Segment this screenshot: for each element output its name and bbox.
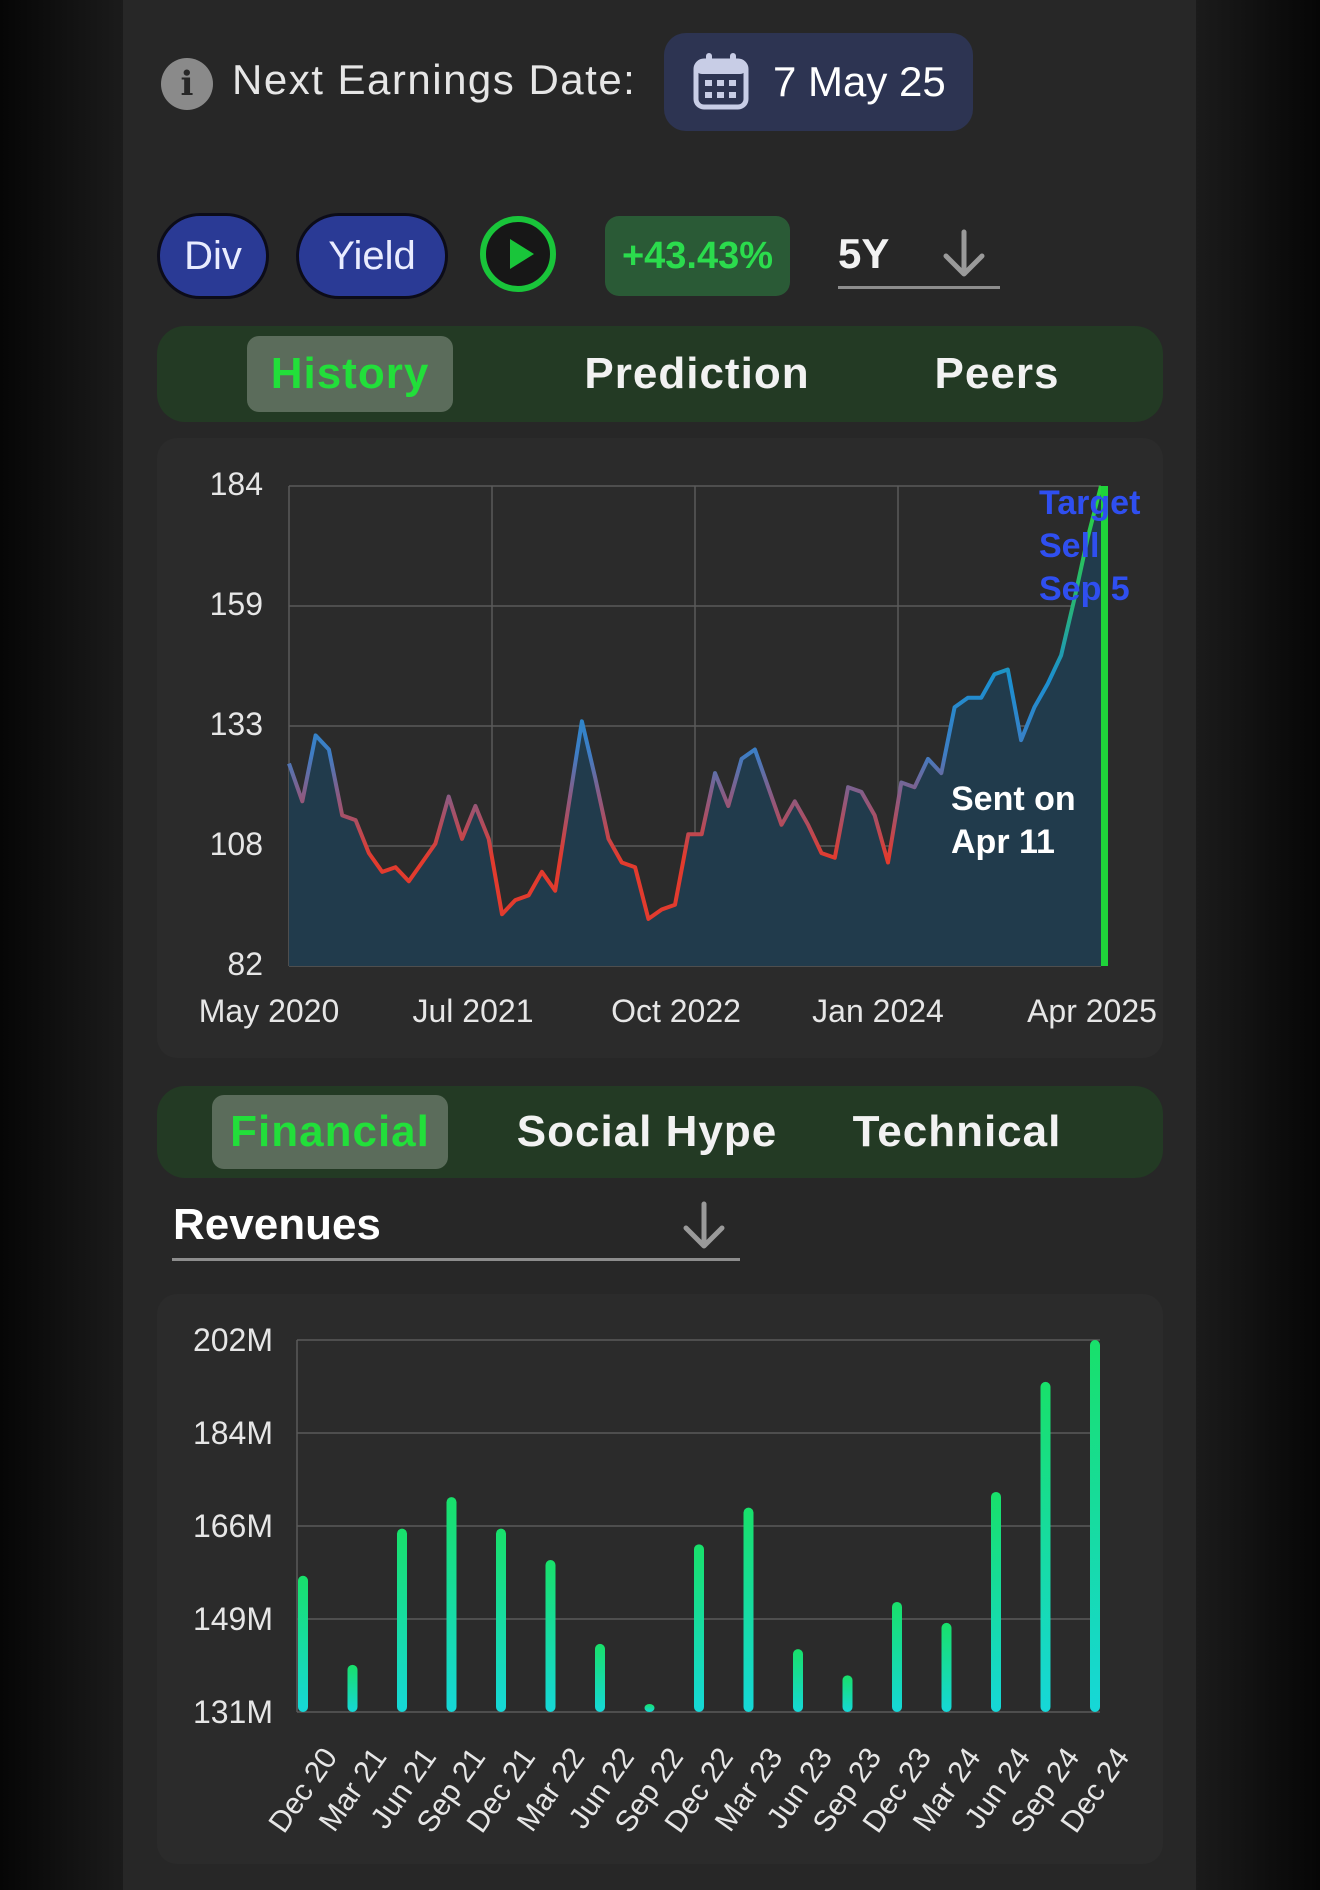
price-chart-card: 184 159 133 108 82 May 2020 Jul 2021 Oct… xyxy=(157,438,1163,1058)
price-area xyxy=(289,486,1101,966)
y-tick: 82 xyxy=(227,946,263,982)
annotation-line: Apr 11 xyxy=(951,823,1055,861)
y-tick: 202M xyxy=(192,1322,273,1358)
revenue-bar xyxy=(991,1491,1001,1712)
y-tick: 108 xyxy=(209,826,263,862)
revenue-bar xyxy=(347,1664,358,1712)
left-backdrop xyxy=(0,0,123,1890)
tab-peers[interactable]: Peers xyxy=(934,349,1060,398)
tab-history[interactable]: History xyxy=(247,336,453,412)
x-tick: Apr 2025 xyxy=(1027,993,1157,1029)
sent-date-marker xyxy=(1101,486,1108,966)
chart-tabbar: History Prediction Peers xyxy=(157,326,1163,422)
target-sell-annotation: Target Sell Sep 5 xyxy=(1039,482,1140,611)
price-history-chart[interactable] xyxy=(157,438,1163,1058)
info-icon[interactable]: i xyxy=(161,58,213,110)
x-tick: Jan 2024 xyxy=(812,993,944,1029)
annotation-line: Target xyxy=(1039,484,1141,522)
sent-on-annotation: Sent on Apr 11 xyxy=(951,778,1076,864)
metric-select-label: Revenues xyxy=(173,1200,381,1249)
y-tick: 133 xyxy=(209,706,263,742)
period-select[interactable]: 5Y xyxy=(838,224,1000,289)
y-tick: 166M xyxy=(192,1508,273,1544)
revenue-bar-chart[interactable] xyxy=(157,1294,1163,1864)
revenue-bar xyxy=(793,1649,803,1712)
chevron-down-icon xyxy=(683,1201,725,1249)
metric-select[interactable] xyxy=(172,1190,740,1261)
right-backdrop xyxy=(1196,0,1320,1890)
calendar-icon xyxy=(693,53,749,110)
x-tick: May 2020 xyxy=(198,993,340,1029)
earnings-date-label: Next Earnings Date: xyxy=(232,56,637,103)
revenue-bar xyxy=(595,1643,605,1712)
y-tick: 149M xyxy=(192,1601,273,1637)
div-button[interactable]: Div xyxy=(157,213,269,299)
revenue-bar xyxy=(842,1675,853,1712)
play-icon[interactable] xyxy=(480,216,556,292)
earnings-date-button[interactable] xyxy=(664,33,973,131)
revenue-bar xyxy=(397,1528,407,1712)
annotation-line: Sell xyxy=(1039,527,1100,565)
y-tick: 159 xyxy=(209,586,263,622)
revenue-bar xyxy=(298,1575,308,1712)
tab-financial[interactable]: Financial xyxy=(212,1095,448,1169)
revenue-bar xyxy=(892,1601,902,1712)
annotation-line: Sent on xyxy=(951,780,1076,818)
x-tick: Oct 2022 xyxy=(611,993,741,1029)
tab-technical[interactable]: Technical xyxy=(852,1107,1062,1156)
chevron-down-icon xyxy=(943,229,985,277)
x-tick: Jul 2021 xyxy=(412,993,534,1029)
tab-social-hype[interactable]: Social Hype xyxy=(516,1107,778,1156)
price-change-badge: +43.43% xyxy=(605,216,790,296)
revenue-bar xyxy=(1090,1340,1100,1712)
tab-prediction[interactable]: Prediction xyxy=(584,349,810,398)
yield-button[interactable]: Yield xyxy=(296,213,448,299)
y-tick: 131M xyxy=(192,1694,273,1730)
revenue-bar xyxy=(545,1560,556,1712)
analysis-tabbar: Financial Social Hype Technical xyxy=(157,1086,1163,1178)
revenue-bar xyxy=(496,1528,506,1712)
revenue-bar xyxy=(644,1704,655,1712)
y-tick: 184M xyxy=(192,1415,273,1451)
period-value: 5Y xyxy=(838,230,890,277)
revenue-bar xyxy=(446,1497,457,1712)
price-line xyxy=(287,485,1103,921)
earnings-date-value: 7 May 25 xyxy=(773,58,946,105)
revenue-bar xyxy=(743,1507,754,1712)
annotation-line: Sep 5 xyxy=(1039,570,1130,608)
revenue-bar xyxy=(1040,1381,1051,1712)
revenue-bar xyxy=(694,1544,704,1712)
y-tick: 184 xyxy=(209,466,263,502)
revenue-chart-card: 202M 184M 166M 149M 131M Dec 20 Mar 21 Jun… xyxy=(157,1294,1163,1864)
revenue-bar xyxy=(941,1622,952,1712)
